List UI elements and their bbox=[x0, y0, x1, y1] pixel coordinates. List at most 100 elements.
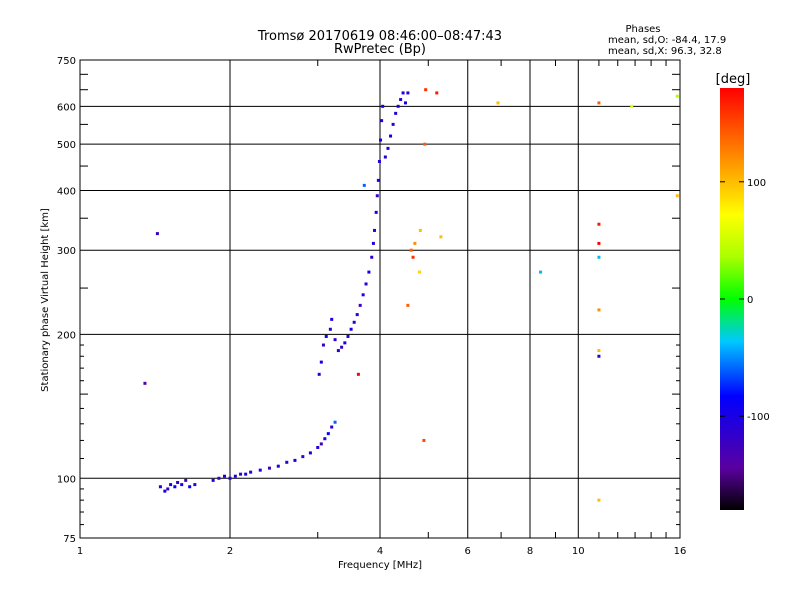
data-point bbox=[376, 178, 380, 182]
data-point bbox=[316, 445, 320, 449]
colorbar-tick-label: 100 bbox=[747, 178, 766, 189]
data-point bbox=[317, 372, 321, 376]
data-point bbox=[539, 270, 543, 274]
data-point bbox=[155, 232, 159, 236]
colorbar-ticks: 100 0 -100 bbox=[720, 178, 770, 423]
x-tick-label: 4 bbox=[377, 546, 383, 557]
x-axis-label: Frequency [MHz] bbox=[338, 560, 422, 571]
data-point bbox=[383, 155, 387, 159]
x-tick-label: 16 bbox=[674, 546, 687, 557]
colorbar-tick-label: 0 bbox=[747, 295, 753, 306]
data-point bbox=[418, 228, 422, 232]
data-point bbox=[391, 122, 395, 126]
data-point bbox=[597, 222, 601, 226]
data-point bbox=[386, 146, 390, 150]
data-point bbox=[381, 104, 385, 108]
data-point bbox=[379, 138, 383, 142]
data-point bbox=[496, 101, 500, 105]
data-point bbox=[675, 94, 679, 98]
data-point bbox=[244, 472, 248, 476]
data-point bbox=[217, 476, 221, 480]
data-point bbox=[399, 98, 403, 102]
y-tick-label: 200 bbox=[57, 330, 76, 341]
data-point bbox=[358, 303, 362, 307]
x-tick-label: 10 bbox=[572, 546, 585, 557]
data-point bbox=[158, 485, 162, 489]
data-point bbox=[374, 210, 378, 214]
data-point bbox=[597, 101, 601, 105]
data-point bbox=[356, 372, 360, 376]
data-point bbox=[355, 313, 359, 317]
data-point bbox=[193, 483, 197, 487]
y-tick-label: 600 bbox=[57, 102, 76, 113]
data-point bbox=[380, 119, 384, 123]
data-point bbox=[352, 320, 356, 324]
plot-frame bbox=[79, 59, 681, 539]
data-point bbox=[597, 308, 601, 312]
x-tick-label: 8 bbox=[527, 546, 533, 557]
data-point bbox=[223, 474, 227, 478]
stats-o-mode: mean, sd,O: -84.4, 17.9 bbox=[608, 35, 726, 46]
data-point bbox=[439, 235, 443, 239]
data-point bbox=[328, 327, 332, 331]
data-point bbox=[249, 470, 253, 474]
data-point bbox=[424, 88, 428, 92]
data-point bbox=[373, 228, 377, 232]
data-point bbox=[188, 485, 192, 489]
data-point bbox=[333, 338, 337, 342]
data-point bbox=[422, 438, 426, 442]
data-point bbox=[143, 381, 147, 385]
data-point bbox=[239, 472, 243, 476]
data-point bbox=[597, 255, 601, 259]
data-point bbox=[362, 183, 366, 187]
data-point bbox=[308, 451, 312, 455]
data-point bbox=[597, 354, 601, 358]
data-point bbox=[330, 425, 334, 429]
data-point bbox=[166, 487, 170, 491]
data-point bbox=[258, 468, 262, 472]
y-tick-label: 400 bbox=[57, 186, 76, 197]
data-point bbox=[401, 91, 405, 95]
data-point bbox=[333, 420, 337, 424]
stats-x-mode: mean, sd,X: 96.3, 32.8 bbox=[608, 46, 722, 57]
y-tick-label: 750 bbox=[57, 56, 76, 67]
data-point bbox=[336, 349, 340, 353]
data-point bbox=[375, 194, 379, 198]
data-point bbox=[367, 270, 371, 274]
chart-title: Tromsø 20170619 08:46:00–08:47:43 bbox=[257, 29, 502, 44]
y-tick-label: 75 bbox=[63, 534, 76, 545]
data-point bbox=[435, 91, 439, 95]
series-f-layer-trace bbox=[317, 91, 410, 376]
y-tick-label: 100 bbox=[57, 474, 76, 485]
data-point bbox=[233, 474, 237, 478]
data-point bbox=[394, 111, 398, 115]
data-point bbox=[340, 345, 344, 349]
data-point bbox=[323, 437, 327, 441]
data-point bbox=[321, 343, 325, 347]
data-point bbox=[409, 248, 413, 252]
grid-lines bbox=[80, 60, 680, 538]
colorbar-tick-label: -100 bbox=[747, 412, 770, 423]
data-point bbox=[293, 458, 297, 462]
chart-subtitle: RwPretec (Bp) bbox=[334, 42, 426, 57]
data-point bbox=[597, 498, 601, 502]
y-tick-label: 300 bbox=[57, 246, 76, 257]
series-e-layer-trace bbox=[158, 420, 337, 493]
data-point bbox=[324, 334, 328, 338]
data-point bbox=[267, 466, 271, 470]
x-tick-label: 6 bbox=[465, 546, 471, 557]
data-point bbox=[423, 142, 427, 146]
data-point bbox=[211, 478, 215, 482]
axis-ticks: 1 2 4 6 8 10 16 75 100 200 300 400 500 600 750 bbox=[57, 56, 686, 557]
data-point bbox=[396, 104, 400, 108]
data-point bbox=[184, 478, 188, 482]
data-point bbox=[364, 282, 368, 286]
data-point bbox=[326, 432, 330, 436]
data-point bbox=[597, 241, 601, 245]
stats-heading: Phases bbox=[625, 24, 660, 35]
data-point bbox=[176, 480, 180, 484]
data-point bbox=[163, 489, 167, 493]
data-point bbox=[349, 327, 353, 331]
